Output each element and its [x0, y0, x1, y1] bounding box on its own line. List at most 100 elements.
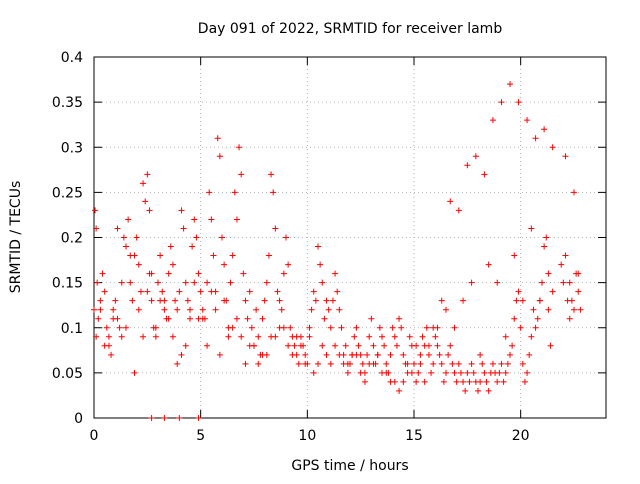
data-point: [135, 306, 142, 313]
data-point: [204, 279, 211, 286]
data-point: [327, 324, 334, 331]
data-point: [118, 333, 125, 340]
data-point: [315, 360, 321, 367]
data-point: [502, 369, 509, 376]
data-point: [361, 378, 368, 385]
data-point: [295, 360, 302, 367]
data-point: [155, 279, 161, 286]
data-point: [353, 351, 360, 358]
data-point: [445, 351, 452, 358]
data-point: [306, 333, 313, 340]
data-point: [489, 360, 496, 367]
data-point: [242, 297, 249, 304]
data-point: [374, 351, 381, 358]
data-point: [466, 378, 473, 385]
data-point: [310, 288, 317, 295]
data-point: [400, 351, 407, 358]
data-point: [455, 360, 462, 367]
data-point: [268, 171, 275, 178]
data-point: [99, 270, 106, 277]
data-point: [549, 144, 556, 151]
data-point: [278, 306, 285, 313]
data-point: [161, 306, 168, 313]
data-point: [496, 369, 503, 376]
y-tick-label: 0.35: [52, 95, 83, 111]
data-point: [498, 99, 505, 106]
data-point: [396, 315, 403, 322]
data-point: [195, 270, 202, 277]
data-point: [432, 333, 439, 340]
data-point: [338, 324, 345, 331]
data-point: [417, 351, 424, 358]
data-point: [214, 135, 221, 142]
data-point: [481, 171, 488, 178]
y-tick-label: 0.3: [61, 140, 83, 156]
data-point: [167, 243, 174, 250]
data-point: [161, 415, 168, 421]
data-point: [558, 261, 565, 268]
data-point: [242, 360, 249, 367]
data-point: [398, 324, 405, 331]
data-point: [272, 225, 279, 232]
data-point: [483, 378, 490, 385]
data-point: [238, 333, 245, 340]
data-point: [515, 288, 522, 295]
data-point: [539, 279, 545, 286]
data-point: [148, 297, 155, 304]
data-point: [312, 297, 319, 304]
data-point: [246, 288, 253, 295]
data-point: [127, 252, 134, 259]
data-point: [566, 279, 573, 286]
data-point: [319, 342, 326, 349]
data-point: [406, 333, 413, 340]
data-point: [479, 360, 486, 367]
data-point: [95, 315, 102, 322]
data-point: [434, 342, 441, 349]
data-point: [519, 360, 526, 367]
data-point: [174, 306, 181, 313]
data-point: [453, 378, 460, 385]
data-point: [521, 378, 528, 385]
data-point: [419, 333, 426, 340]
data-point: [255, 360, 262, 367]
data-point: [455, 207, 462, 214]
data-point: [244, 315, 251, 322]
data-point: [408, 369, 415, 376]
data-point: [355, 342, 362, 349]
data-point: [423, 324, 430, 331]
data-point: [191, 279, 198, 286]
data-point: [351, 333, 358, 340]
data-point: [515, 99, 522, 106]
data-point: [180, 225, 187, 232]
tick-layer: 0 0.05 0.1 0.15 0.2 0.25 0.3 0.35 0.4 0 5 10 15 20: [52, 50, 606, 444]
data-point: [532, 135, 539, 142]
data-point: [208, 216, 215, 223]
data-point: [428, 369, 435, 376]
data-point: [110, 315, 117, 322]
x-tick-label: 10: [298, 428, 316, 444]
data-point: [536, 297, 543, 304]
data-point: [259, 315, 266, 322]
data-point: [306, 324, 313, 331]
data-point: [507, 351, 513, 358]
data-point: [118, 279, 125, 286]
data-points: [91, 81, 584, 421]
data-point: [477, 378, 484, 385]
data-point: [571, 189, 577, 196]
x-tick-label: 0: [90, 428, 99, 444]
data-point: [347, 360, 353, 367]
data-point: [268, 333, 275, 340]
data-point: [187, 306, 193, 313]
data-point: [251, 342, 257, 349]
data-point: [210, 252, 217, 259]
data-point: [225, 333, 232, 340]
data-point: [460, 297, 467, 304]
y-axis-label: SRMTID / TECUs: [8, 181, 24, 294]
data-point: [302, 360, 309, 367]
data-point: [545, 306, 552, 313]
data-point: [462, 387, 469, 394]
data-point: [528, 333, 535, 340]
y-tick-label: 0.2: [61, 231, 83, 247]
data-point: [438, 360, 445, 367]
data-point: [366, 333, 373, 340]
